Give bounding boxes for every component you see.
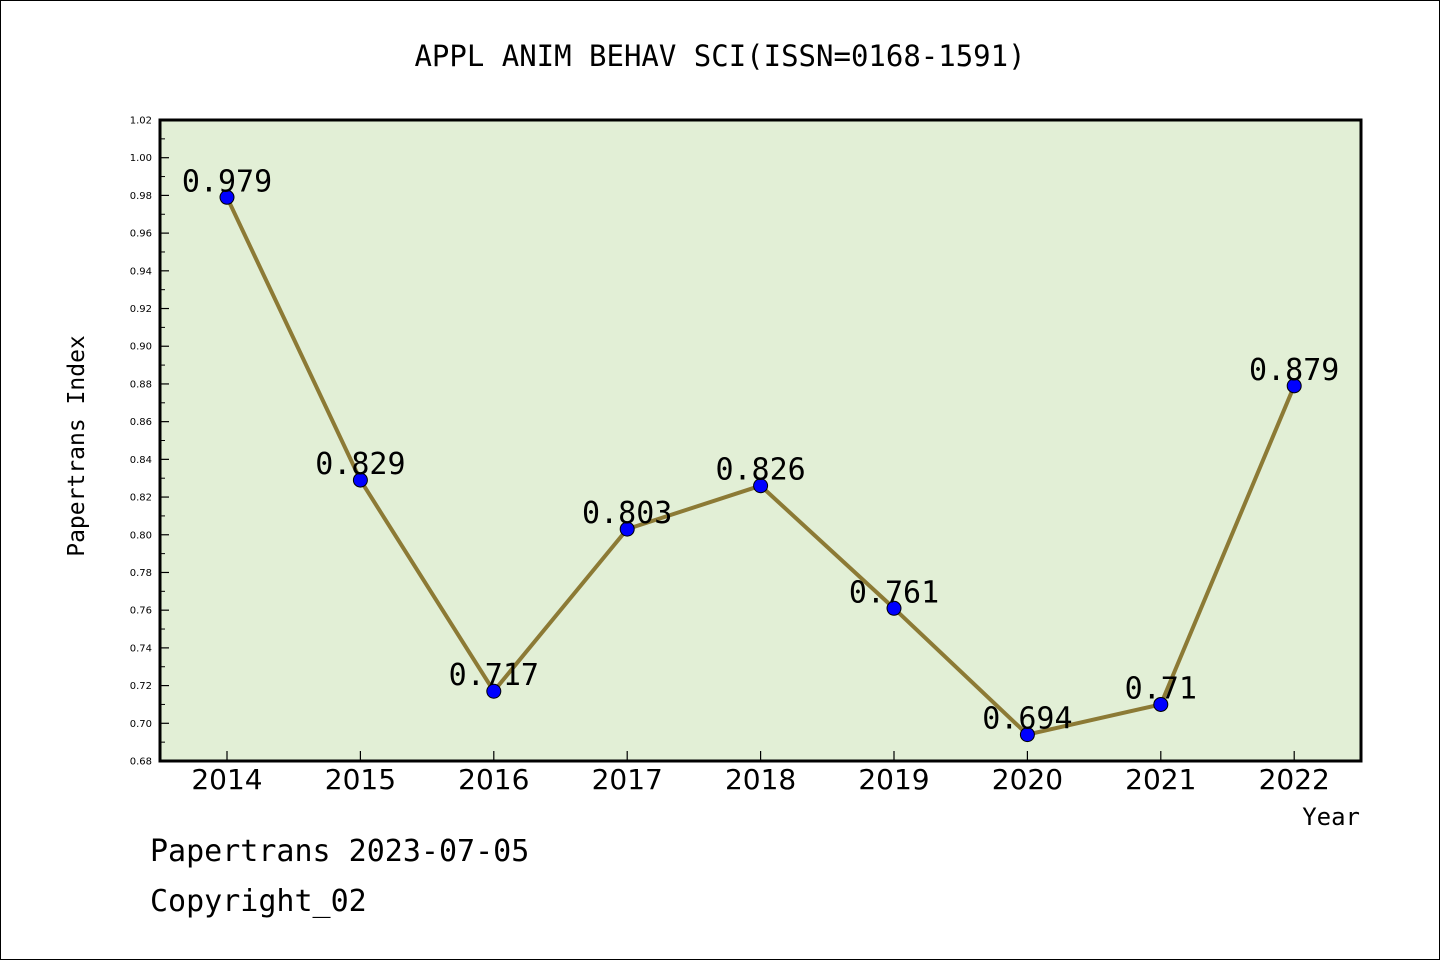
- y-tick-label: 0.94: [130, 266, 152, 277]
- y-tick-label: 0.82: [130, 493, 152, 504]
- y-tick-label: 0.86: [130, 417, 152, 428]
- y-tick-label: 0.78: [130, 568, 152, 579]
- data-point: [886, 600, 902, 616]
- data-label: 0.694: [982, 702, 1072, 737]
- data-label: 0.979: [182, 164, 272, 199]
- footer-date: Papertrans 2023-07-05: [150, 834, 530, 869]
- y-tick-label: 0.98: [130, 191, 152, 202]
- y-tick-label: 0.68: [130, 757, 152, 768]
- x-axis-label: Year: [1302, 803, 1360, 831]
- x-tick-label: 2018: [725, 763, 796, 796]
- y-tick-label: 0.88: [130, 379, 152, 390]
- y-tick-label: 1.00: [130, 153, 152, 164]
- data-label: 0.829: [315, 447, 405, 482]
- data-point: [753, 478, 769, 494]
- data-point: [352, 472, 368, 488]
- y-axis: 0.68 0.70 0.72 0.74 0.76 0.78 0.80 0.82 0.84 0.86…: [130, 116, 169, 768]
- data-series: 0.979 0.829 0.717 0.803 0.826 0.761 0.694 0.71 0…: [182, 164, 1339, 743]
- data-point: [1019, 727, 1035, 743]
- y-tick-label: 0.80: [130, 530, 152, 541]
- x-tick-label: 2015: [325, 763, 396, 796]
- x-tick-label: 2022: [1259, 763, 1330, 796]
- data-label: 0.803: [582, 496, 672, 531]
- data-point: [1153, 696, 1169, 712]
- chart-title: APPL ANIM BEHAV SCI(ISSN=0168-1591): [414, 39, 1025, 73]
- y-tick-label: 0.74: [130, 643, 152, 654]
- y-tick-label: 0.76: [130, 606, 152, 617]
- data-label: 0.826: [715, 453, 805, 488]
- y-tick-label: 0.72: [130, 681, 152, 692]
- x-tick-label: 2021: [1125, 763, 1196, 796]
- y-tick-label: 0.84: [130, 455, 152, 466]
- data-point: [1286, 378, 1302, 394]
- plot-area: [158, 118, 1363, 763]
- y-tick-label: 1.02: [130, 116, 152, 127]
- data-point: [619, 521, 635, 537]
- x-tick-label: 2017: [592, 763, 663, 796]
- footer-copyright: Copyright_02: [150, 884, 367, 919]
- y-tick-label: 0.90: [130, 342, 152, 353]
- x-tick-label: 2020: [992, 763, 1063, 796]
- x-tick-label: 2016: [458, 763, 529, 796]
- data-label: 0.71: [1125, 671, 1197, 706]
- data-label: 0.879: [1249, 353, 1339, 388]
- data-point: [219, 189, 235, 205]
- data-label: 0.717: [449, 658, 539, 693]
- y-tick-label: 0.92: [130, 304, 152, 315]
- y-axis-label: Papertrans Index: [64, 335, 90, 557]
- y-tick-label: 0.96: [130, 229, 152, 240]
- data-label: 0.761: [849, 575, 939, 610]
- x-tick-label: 2019: [858, 763, 929, 796]
- data-point: [486, 683, 502, 699]
- x-tick-label: 2014: [191, 763, 262, 796]
- x-axis: 2014 2015 2016 2017 2018 2019 2020 2021 2022: [191, 751, 1330, 796]
- y-tick-label: 0.70: [130, 719, 152, 730]
